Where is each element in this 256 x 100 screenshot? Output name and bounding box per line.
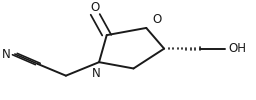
Text: O: O [153,13,162,26]
Text: N: N [2,48,11,61]
Text: OH: OH [228,42,246,55]
Text: O: O [91,0,100,14]
Text: N: N [92,67,101,80]
